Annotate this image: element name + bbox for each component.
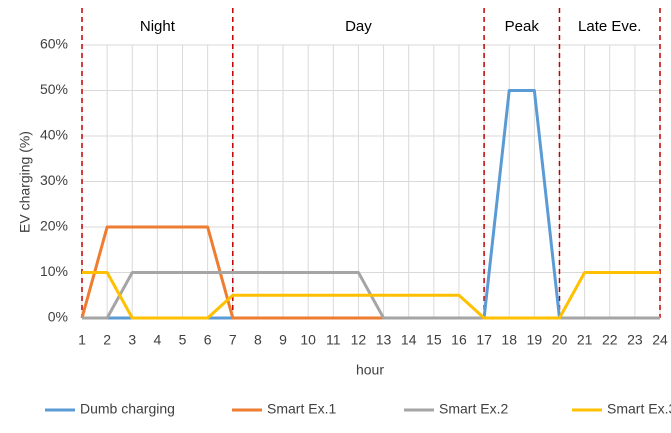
y-tick-label: 0% xyxy=(48,309,68,325)
x-tick-label: 4 xyxy=(153,332,161,348)
series-line xyxy=(82,89,660,320)
legend-label: Dumb charging xyxy=(80,401,175,417)
x-tick-label: 22 xyxy=(602,332,618,348)
y-tick-label: 50% xyxy=(40,81,68,97)
x-tick-label: 12 xyxy=(351,332,367,348)
y-axis-label: EV charging (%) xyxy=(17,131,33,233)
x-tick-label: 16 xyxy=(451,332,467,348)
x-tick-label: 17 xyxy=(476,332,492,348)
x-tick-label: 18 xyxy=(501,332,517,348)
region-label: Night xyxy=(140,18,176,35)
x-tick-label: 7 xyxy=(229,332,237,348)
x-tick-label: 11 xyxy=(326,332,341,348)
y-tick-label: 30% xyxy=(40,172,68,188)
x-tick-label: 1 xyxy=(78,332,86,348)
x-tick-label: 19 xyxy=(527,332,543,348)
region-label: Late Eve. xyxy=(578,18,641,35)
x-tick-label: 9 xyxy=(279,332,287,348)
x-tick-label: 8 xyxy=(254,332,262,348)
x-tick-label: 15 xyxy=(426,332,442,348)
x-tick-label: 21 xyxy=(577,332,593,348)
x-tick-label: 3 xyxy=(128,332,136,348)
legend-label: Smart Ex.1 xyxy=(267,401,336,417)
y-tick-label: 40% xyxy=(40,127,68,143)
x-tick-label: 14 xyxy=(401,332,417,348)
legend-label: Smart Ex.3 xyxy=(607,401,671,417)
x-axis-label: hour xyxy=(356,362,384,378)
y-tick-label: 60% xyxy=(40,36,68,52)
y-tick-label: 10% xyxy=(40,263,68,279)
x-tick-label: 24 xyxy=(652,332,668,348)
region-label: Peak xyxy=(505,18,540,35)
legend-label: Smart Ex.2 xyxy=(439,401,508,417)
series-line xyxy=(82,271,660,320)
x-tick-label: 5 xyxy=(179,332,187,348)
x-tick-label: 23 xyxy=(627,332,643,348)
x-tick-label: 10 xyxy=(300,332,316,348)
region-label: Day xyxy=(345,18,372,35)
x-tick-label: 13 xyxy=(376,332,392,348)
x-tick-label: 20 xyxy=(552,332,568,348)
y-tick-label: 20% xyxy=(40,218,68,234)
x-tick-label: 6 xyxy=(204,332,212,348)
x-tick-label: 2 xyxy=(103,332,111,348)
